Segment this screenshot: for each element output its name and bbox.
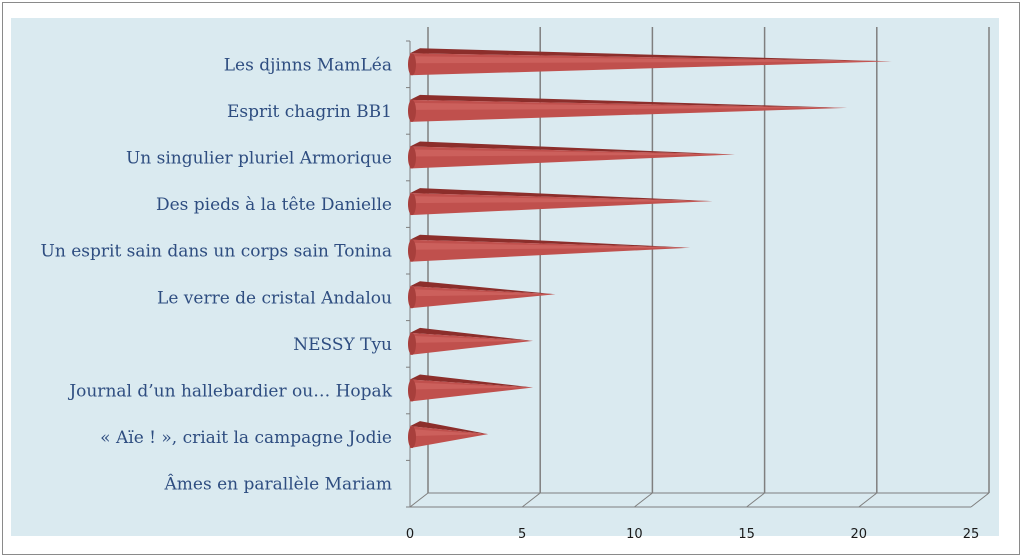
bar-5 xyxy=(408,281,556,309)
x-tick-label-2: 10 xyxy=(626,527,643,542)
bar-0 xyxy=(408,48,893,76)
x-tick-label-3: 15 xyxy=(738,527,755,542)
category-label-1: Esprit chagrin BB1 xyxy=(227,102,392,122)
floor-gridline-0 xyxy=(409,492,429,508)
bar-1 xyxy=(408,94,848,122)
x-tick-labels: 0 5 10 15 20 25 xyxy=(406,527,979,542)
bar-7 xyxy=(408,374,533,402)
floor-gridline-5 xyxy=(970,492,990,508)
x-tick-label-1: 5 xyxy=(518,527,526,542)
bar-chart: Les djinns MamLéa Esprit chagrin BB1 Un si… xyxy=(11,18,999,542)
bar-2 xyxy=(408,141,735,169)
floor-gridline-1 xyxy=(521,492,541,508)
x-tick-label-4: 20 xyxy=(851,527,868,542)
floor-gridline-4 xyxy=(858,492,878,508)
category-label-9: Âmes en parallèle Mariam xyxy=(164,474,392,495)
bar-8 xyxy=(408,421,489,449)
floor-gridline-2 xyxy=(634,492,653,508)
category-label-3: Des pieds à la tête Danielle xyxy=(156,195,392,215)
bar-3 xyxy=(408,188,713,216)
category-labels: Les djinns MamLéa Esprit chagrin BB1 Un si… xyxy=(41,55,393,494)
x-tick-label-0: 0 xyxy=(406,527,414,542)
x-tick-label-5: 25 xyxy=(963,527,980,542)
bars xyxy=(408,48,893,449)
bar-6 xyxy=(408,327,533,355)
category-label-0: Les djinns MamLéa xyxy=(224,55,392,75)
category-label-5: Le verre de cristal Andalou xyxy=(157,288,392,308)
category-label-4: Un esprit sain dans un corps sain Tonina xyxy=(41,242,392,262)
category-label-2: Un singulier pluriel Armorique xyxy=(126,149,392,169)
bar-4 xyxy=(408,234,691,262)
category-label-6: NESSY Tyu xyxy=(293,335,392,355)
category-label-7: Journal d’un hallebardier ou… Hopak xyxy=(67,382,392,402)
floor-gridline-3 xyxy=(746,492,765,508)
category-label-8: « Aïe ! », criait la campagne Jodie xyxy=(100,428,392,448)
plot-area-background xyxy=(11,18,999,536)
